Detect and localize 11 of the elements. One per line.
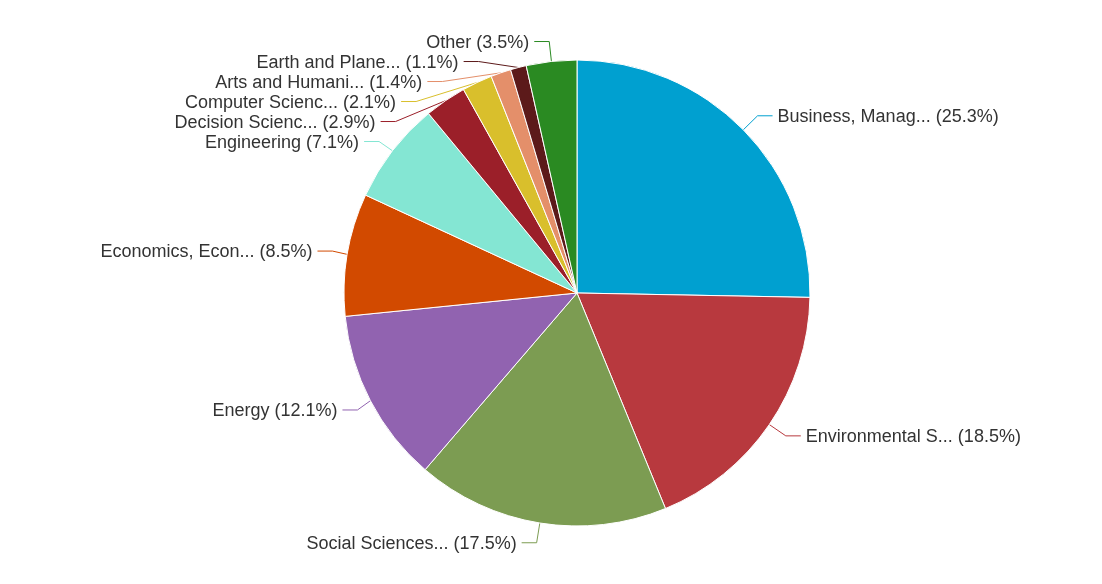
slice-label: Economics, Econ... (8.5%) — [100, 241, 313, 262]
slice-label: Environmental S... (18.5%) — [805, 425, 1021, 446]
slice-label: Decision Scienc... (2.9%) — [174, 111, 376, 132]
slice-label: Earth and Plane... (1.1%) — [256, 51, 459, 72]
slice-label: Arts and Humani... (1.4%) — [215, 71, 423, 92]
slice-label: Energy (12.1%) — [212, 399, 338, 420]
slice-label: Computer Scienc... (2.1%) — [185, 91, 397, 112]
slice-label: Social Sciences... (17.5%) — [306, 532, 517, 553]
slice-label: Engineering (7.1%) — [204, 131, 360, 152]
slice-label: Business, Manag... (25.3%) — [777, 105, 999, 126]
slice-label: Other (3.5%) — [426, 31, 530, 52]
